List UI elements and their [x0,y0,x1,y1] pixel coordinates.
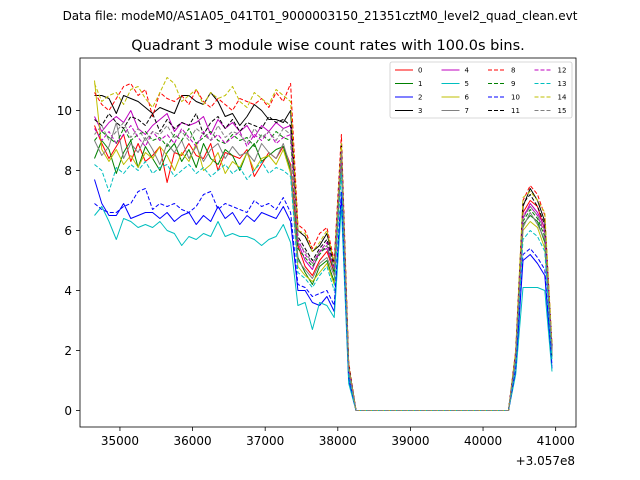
series-lines [94,77,553,411]
y-tick-label: 8 [64,164,72,178]
chart-title: Quadrant 3 module wise count rates with … [131,38,525,54]
legend-label-15: 15 [558,107,567,115]
legend-label-8: 8 [511,67,515,75]
y-tick-label: 6 [64,224,72,238]
legend-label-9: 9 [511,80,515,88]
x-tick-label: 39000 [391,434,429,448]
legend-label-6: 6 [465,94,470,102]
legend-label-1: 1 [418,80,422,88]
y-tick-label: 0 [64,404,72,418]
x-tick-label: 38000 [319,434,357,448]
y-tick-label: 10 [57,104,72,118]
legend-label-7: 7 [465,107,469,115]
axes-frame [79,57,577,428]
legend-label-12: 12 [558,67,567,75]
axes: 35000 36000 37000 38000 39000 40000 41000 0 2 4 6 8… [57,57,577,448]
legend-label-3: 3 [418,107,422,115]
x-tick-label: 40000 [464,434,502,448]
legend-label-10: 10 [511,94,520,102]
x-tick-label: 37000 [246,434,284,448]
legend-label-11: 11 [511,107,520,115]
x-offset-label: +3.057e8 [516,454,575,468]
x-tick-label: 35000 [101,434,139,448]
legend-label-14: 14 [558,94,567,102]
suptitle: Data file: modeM0/AS1A05_041T01_90000031… [63,9,578,23]
y-tick-label: 4 [64,284,72,298]
x-tick-label: 36000 [173,434,211,448]
legend-label-4: 4 [465,67,470,75]
legend-label-5: 5 [465,80,469,88]
plot-area [94,77,553,411]
series-line-15 [94,122,553,411]
legend-label-13: 13 [558,80,567,88]
y-tick-label: 2 [64,344,72,358]
series-line-14 [94,77,553,411]
legend-label-2: 2 [418,94,422,102]
legend-label-0: 0 [418,67,422,75]
legend-box [389,61,573,119]
x-tick-label: 41000 [537,434,575,448]
